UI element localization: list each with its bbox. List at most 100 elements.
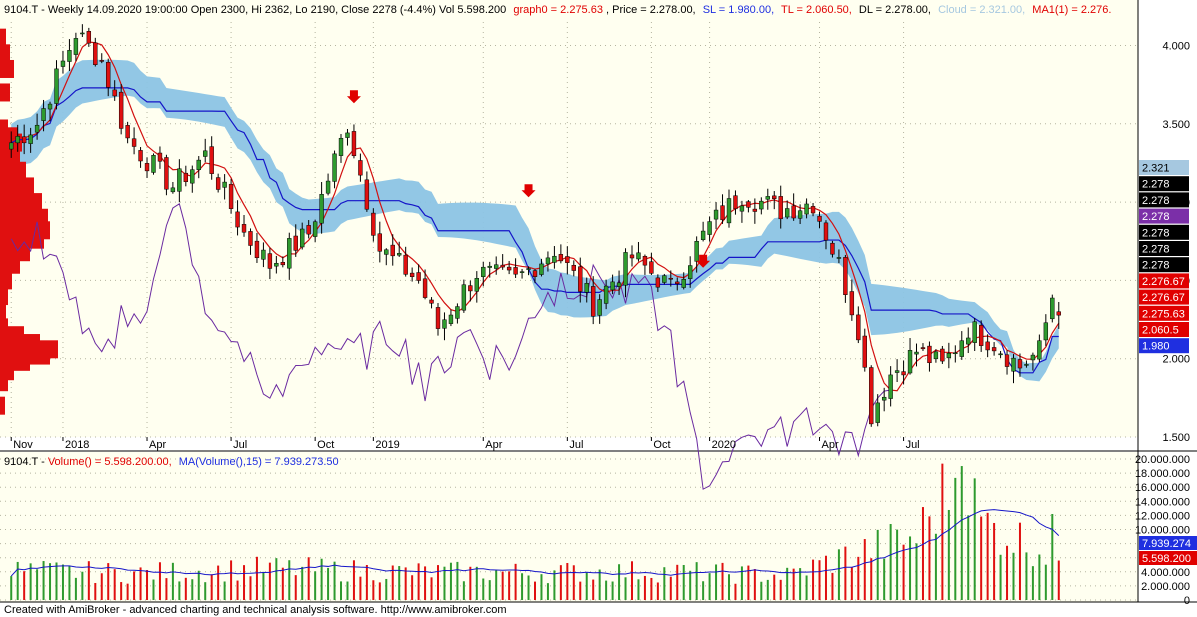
volume-bar <box>650 577 653 600</box>
volume-bar <box>721 562 724 600</box>
price-value-box <box>1139 273 1189 289</box>
volume-bar <box>702 581 705 600</box>
volume-bar <box>307 557 310 600</box>
candle-body <box>804 203 809 215</box>
candle-body <box>972 321 977 343</box>
candle-body <box>1037 340 1042 360</box>
volume-bar <box>495 570 498 600</box>
x-tick-label: Jul <box>569 439 583 451</box>
volume-bar <box>171 562 174 600</box>
candle-body <box>823 222 829 241</box>
volume-bar <box>437 565 440 600</box>
volume-bar <box>857 556 860 600</box>
volume-bar <box>1006 545 1009 600</box>
candle-body <box>881 396 887 401</box>
volume-bar <box>896 529 899 600</box>
volume-bar <box>689 570 692 600</box>
volume-bar <box>113 569 116 600</box>
volume-header-ma: MA(Volume(),15) = 7.939.273.50 <box>179 456 339 468</box>
volume-profile-bar <box>0 146 20 165</box>
candle-body <box>869 367 874 425</box>
volume-bar <box>637 579 640 600</box>
candle-body <box>235 211 240 228</box>
volume-bar <box>36 569 39 600</box>
candle-body <box>629 254 635 259</box>
volume-bar <box>889 524 892 600</box>
volume-bar <box>747 565 750 600</box>
volume-profile-bar <box>0 373 8 392</box>
volume-header-volume: Volume() = 5.598.200.00, <box>48 456 172 468</box>
volume-bar <box>1038 554 1041 600</box>
price-header-ma1: MA1(1) = 2.276. <box>1032 4 1111 16</box>
volume-bar <box>546 583 549 600</box>
volume-bar <box>320 558 323 600</box>
volume-bar <box>94 582 97 600</box>
volume-bar <box>818 560 821 600</box>
volume-profile-bar <box>0 161 26 180</box>
volume-bar <box>87 561 90 600</box>
candle-body <box>306 225 311 235</box>
candle-body <box>338 137 344 156</box>
volume-bar <box>514 563 517 600</box>
candle-body <box>998 353 1003 356</box>
volume-bar <box>281 567 284 600</box>
candle-body <box>442 319 447 329</box>
volume-bar <box>1025 552 1028 600</box>
candle-body <box>1011 357 1016 372</box>
volume-bar <box>385 578 388 600</box>
candle-body <box>455 306 460 319</box>
volume-bar <box>695 562 698 600</box>
volume-bar <box>598 569 601 600</box>
candle-body <box>532 270 538 277</box>
volume-bar <box>107 563 110 600</box>
candle-body <box>131 138 137 147</box>
volume-bar <box>870 558 873 600</box>
volume-bar <box>527 575 530 600</box>
candle-body <box>642 255 648 266</box>
volume-bar <box>727 574 730 600</box>
volume-bar <box>844 546 847 600</box>
volume-bar <box>191 579 194 600</box>
volume-bar <box>365 564 368 600</box>
candle-body <box>920 347 926 350</box>
candle-body <box>325 180 331 194</box>
volume-bar <box>456 561 459 600</box>
volume-value-box-label: 7.939.274 <box>1142 538 1191 550</box>
volume-profile-bar <box>0 396 5 415</box>
volume-profile <box>0 28 58 415</box>
volume-bar <box>799 568 802 600</box>
candle-body <box>733 195 738 210</box>
candle-body <box>332 153 337 182</box>
candle-body <box>597 299 602 316</box>
volume-bar <box>779 579 782 600</box>
volume-bar <box>566 563 569 600</box>
candle-body <box>222 181 227 188</box>
price-value-box <box>1139 305 1189 321</box>
candle-body <box>772 195 777 199</box>
price-value-box-label: 2.278 <box>1142 260 1170 272</box>
candle-body <box>836 257 842 259</box>
candle-body <box>228 183 234 209</box>
candle-body <box>888 374 893 399</box>
volume-bar <box>760 581 763 600</box>
volume-y-tick: 18.000.000 <box>1135 468 1190 480</box>
candle-body <box>319 194 324 224</box>
price-value-box-label: 2.276.67 <box>1142 292 1185 304</box>
volume-bar <box>449 562 452 600</box>
price-header-dl: DL = 2.278.00, <box>859 4 931 16</box>
candle-body <box>190 169 195 184</box>
volume-bar <box>165 578 168 600</box>
volume-bar <box>204 582 207 600</box>
volume-bar <box>605 580 608 600</box>
candle-body <box>67 50 72 62</box>
volume-bar <box>262 571 265 600</box>
volume-bar <box>333 561 336 600</box>
volume-profile-bar <box>0 255 20 274</box>
candle-body <box>351 131 357 157</box>
volume-profile-bar <box>0 59 14 78</box>
candle-body <box>280 261 286 266</box>
volume-bar <box>184 577 187 600</box>
candle-body <box>312 221 318 237</box>
volume-bar <box>178 581 181 600</box>
candle-body <box>584 283 589 293</box>
